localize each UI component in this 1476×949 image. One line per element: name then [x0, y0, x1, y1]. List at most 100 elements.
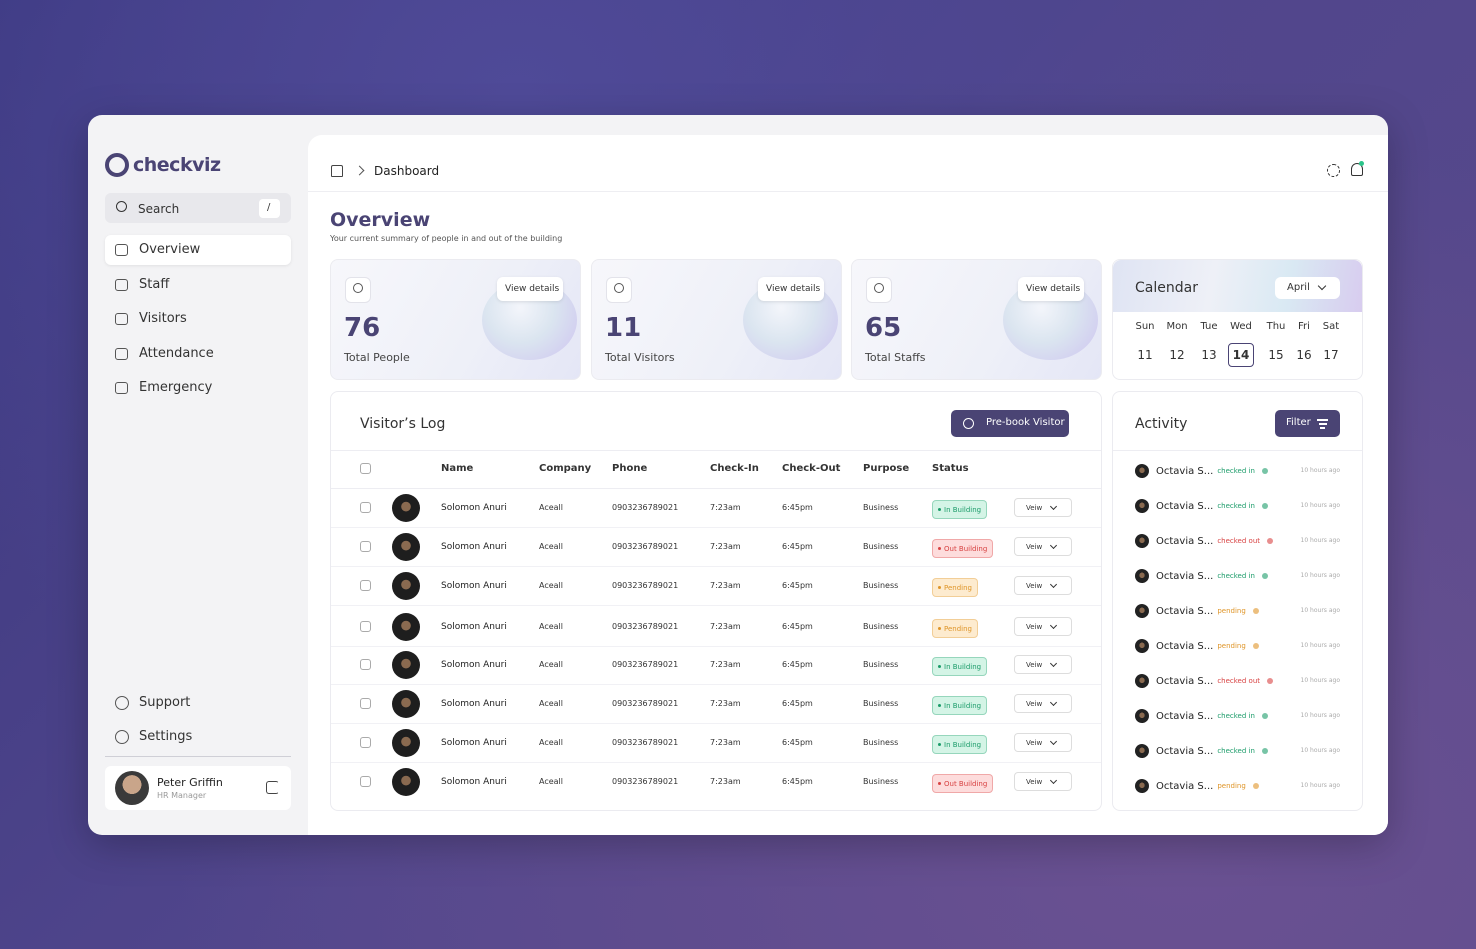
- table-head-line: [331, 488, 1101, 489]
- check-out: 6:45pm: [782, 660, 813, 669]
- visitor-name: Solomon Anuri: [441, 503, 507, 513]
- date[interactable]: 16: [1296, 348, 1312, 362]
- action-select[interactable]: [1014, 733, 1072, 752]
- company: Aceall: [539, 699, 563, 708]
- action-select[interactable]: [1014, 655, 1072, 674]
- company: Aceall: [539, 622, 563, 631]
- action-label[interactable]: Veiw: [1026, 778, 1043, 786]
- action-select[interactable]: [1014, 576, 1072, 595]
- row-checkbox[interactable]: [360, 621, 371, 632]
- check-out: 6:45pm: [782, 542, 813, 551]
- view-details-button[interactable]: [758, 277, 824, 301]
- search-icon: [116, 201, 127, 212]
- nav-item[interactable]: Emergency: [139, 380, 213, 395]
- activity-status: pending: [1217, 607, 1246, 615]
- activity-time: 10 hours ago: [1300, 642, 1340, 649]
- row-checkbox[interactable]: [360, 737, 371, 748]
- row-checkbox[interactable]: [360, 580, 371, 591]
- row-checkbox[interactable]: [360, 541, 371, 552]
- visitor-avatar: [392, 572, 420, 600]
- weekday: Mon: [1166, 321, 1188, 332]
- settings-icon[interactable]: [1327, 164, 1340, 177]
- nav-item[interactable]: Attendance: [139, 346, 214, 361]
- action-select[interactable]: [1014, 498, 1072, 517]
- action-label[interactable]: Veiw: [1026, 700, 1043, 708]
- date[interactable]: 15: [1268, 348, 1284, 362]
- activity-avatar: [1135, 779, 1149, 793]
- activity-dot: [1267, 538, 1273, 544]
- nav-item[interactable]: Support: [139, 695, 191, 710]
- row-checkbox[interactable]: [360, 659, 371, 670]
- action-label[interactable]: Veiw: [1026, 504, 1043, 512]
- check-out: 6:45pm: [782, 738, 813, 747]
- company: Aceall: [539, 503, 563, 512]
- action-label[interactable]: Veiw: [1026, 623, 1043, 631]
- column-header: Name: [441, 463, 474, 474]
- activity-name: Octavia S...: [1156, 710, 1214, 722]
- activity-avatar: [1135, 604, 1149, 618]
- activity-dot: [1267, 678, 1273, 684]
- visitor-avatar: [392, 729, 420, 757]
- nav-icon: [115, 313, 128, 325]
- row-divider: [331, 605, 1101, 606]
- nav-item[interactable]: Overview: [139, 242, 201, 257]
- nav-item[interactable]: Staff: [139, 277, 170, 292]
- phone: 0903236789021: [612, 622, 679, 631]
- company: Aceall: [539, 581, 563, 590]
- activity-avatar: [1135, 639, 1149, 653]
- filter-button[interactable]: [1275, 410, 1340, 437]
- status-pill: Out Building: [932, 774, 994, 793]
- check-in: 7:23am: [710, 660, 741, 669]
- action-label[interactable]: Veiw: [1026, 661, 1043, 669]
- action-select[interactable]: [1014, 772, 1072, 791]
- home-icon[interactable]: [331, 165, 343, 177]
- action-label[interactable]: Veiw: [1026, 543, 1043, 551]
- prebook-label[interactable]: Pre-book Visitor: [986, 417, 1065, 428]
- row-checkbox[interactable]: [360, 776, 371, 787]
- check-in: 7:23am: [710, 699, 741, 708]
- date[interactable]: 17: [1323, 348, 1339, 362]
- visitor-name: Solomon Anuri: [441, 699, 507, 709]
- action-select[interactable]: [1014, 617, 1072, 636]
- purpose: Business: [863, 503, 899, 512]
- weekday: Thu: [1266, 321, 1286, 332]
- action-select[interactable]: [1014, 694, 1072, 713]
- nav-item[interactable]: Settings: [139, 729, 193, 744]
- action-select[interactable]: [1014, 537, 1072, 556]
- activity-status: checked in: [1217, 572, 1255, 580]
- user-avatar: [115, 771, 149, 805]
- check-in: 7:23am: [710, 777, 741, 786]
- month-select[interactable]: [1275, 277, 1340, 299]
- bell-icon[interactable]: [1351, 163, 1363, 176]
- date[interactable]: 12: [1169, 348, 1185, 362]
- activity-time: 10 hours ago: [1300, 712, 1340, 719]
- check-in: 7:23am: [710, 581, 741, 590]
- visitor-avatar: [392, 494, 420, 522]
- purpose: Business: [863, 542, 899, 551]
- row-checkbox[interactable]: [360, 502, 371, 513]
- date[interactable]: 13: [1201, 348, 1217, 362]
- date[interactable]: 14: [1232, 348, 1250, 362]
- activity-row: Octavia S... checked in: [1156, 708, 1268, 724]
- status-dot: [938, 508, 941, 511]
- view-details[interactable]: View details: [766, 284, 821, 294]
- filter-label[interactable]: Filter: [1286, 417, 1311, 428]
- visitor-avatar: [392, 613, 420, 641]
- header-checkbox[interactable]: [360, 463, 371, 474]
- row-checkbox[interactable]: [360, 698, 371, 709]
- view-details-button[interactable]: [497, 277, 563, 301]
- date[interactable]: 11: [1137, 348, 1153, 362]
- notification-dot: [1359, 161, 1364, 166]
- action-label[interactable]: Veiw: [1026, 739, 1043, 747]
- row-divider: [331, 762, 1101, 763]
- action-label[interactable]: Veiw: [1026, 582, 1043, 590]
- activity-dot: [1261, 468, 1268, 474]
- view-details[interactable]: View details: [1026, 284, 1081, 294]
- view-details-button[interactable]: [1018, 277, 1084, 301]
- activity-status: checked in: [1217, 467, 1255, 475]
- logout-icon[interactable]: [266, 781, 279, 794]
- nav-item[interactable]: Visitors: [139, 311, 187, 326]
- status-pill: In Building: [932, 657, 988, 676]
- phone: 0903236789021: [612, 542, 679, 551]
- view-details[interactable]: View details: [505, 284, 560, 294]
